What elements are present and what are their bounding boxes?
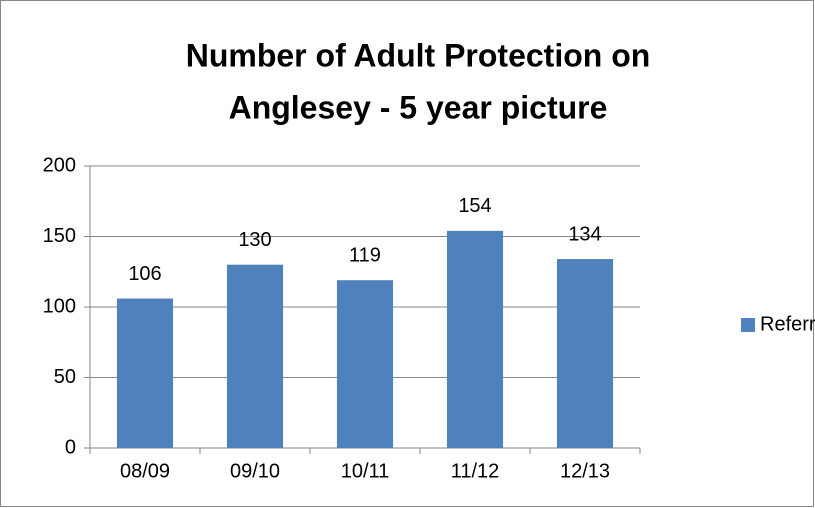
chart-title: Number of Adult Protection on [186, 37, 651, 73]
y-tick-label: 0 [65, 436, 76, 458]
y-tick-label: 100 [43, 295, 76, 317]
x-tick-label: 08/09 [120, 460, 170, 482]
bar [226, 264, 284, 448]
bar [556, 259, 614, 448]
y-tick-label: 150 [43, 225, 76, 247]
data-label: 119 [349, 244, 381, 266]
bar [336, 280, 394, 448]
data-label: 106 [128, 263, 161, 285]
data-label: 134 [568, 223, 601, 245]
x-tick-label: 12/13 [560, 460, 610, 482]
x-tick-label: 11/12 [451, 460, 500, 482]
chart-title: Anglesey - 5 year picture [229, 89, 608, 125]
bar [446, 230, 504, 448]
bar [116, 298, 174, 448]
x-tick-label: 09/10 [230, 460, 280, 482]
legend-label: Referrals [760, 313, 815, 335]
legend-swatch [741, 318, 755, 332]
y-tick-label: 50 [54, 366, 76, 388]
y-tick-label: 200 [43, 154, 76, 176]
data-label: 154 [458, 195, 491, 217]
x-tick-label: 10/11 [341, 460, 390, 482]
data-label: 130 [238, 229, 271, 251]
